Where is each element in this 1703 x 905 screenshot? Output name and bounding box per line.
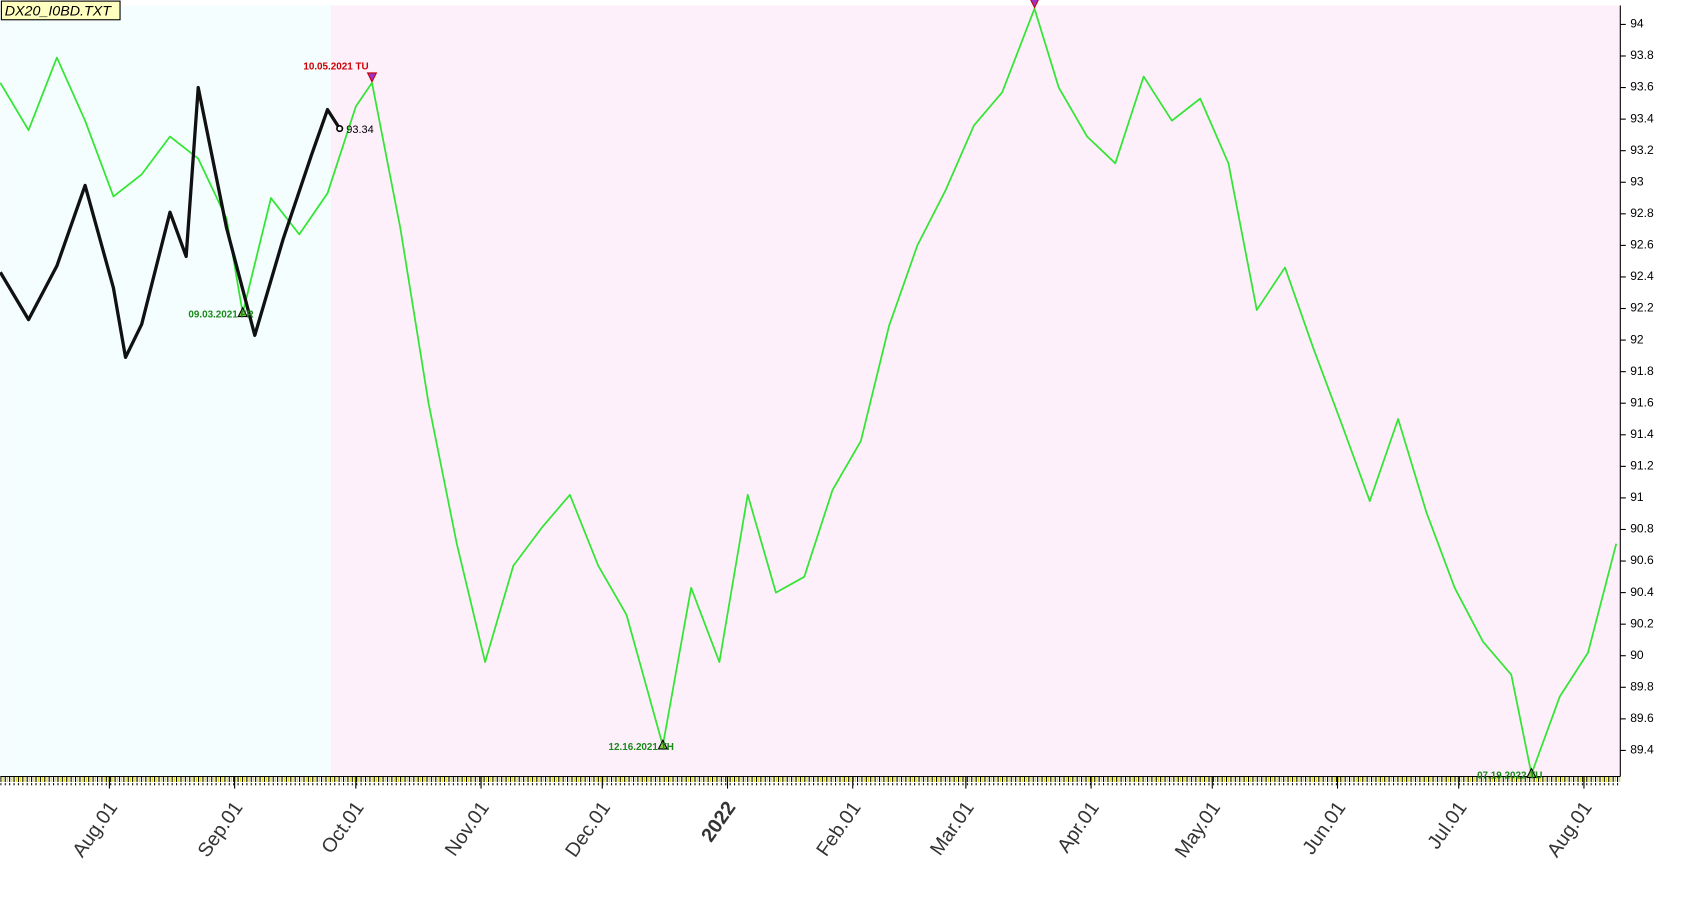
x-tick-label: Nov.01 — [441, 797, 494, 860]
low-marker — [1526, 767, 1537, 778]
y-tick-label: 90.8 — [1630, 522, 1654, 536]
x-tick-label: Dec.01 — [561, 797, 615, 861]
y-tick-label: 89.8 — [1630, 679, 1654, 693]
minor-ticks — [0, 776, 1621, 786]
x-tick-label: Jun.01 — [1298, 797, 1350, 858]
high-marker — [1030, 0, 1039, 9]
y-tick-label: 91.6 — [1630, 395, 1654, 409]
y-tick-label: 91.8 — [1630, 364, 1654, 378]
series-line — [0, 85, 342, 360]
y-tick-label: 90.4 — [1630, 585, 1654, 599]
annotation: 12.16.2021 TH — [608, 742, 673, 753]
annotation: 09.03.2021 FR — [188, 310, 253, 321]
chart-title: DX20_I0BD.TXT — [5, 3, 113, 19]
title-box: DX20_I0BD.TXT — [0, 0, 121, 21]
x-tick-label: Oct.01 — [317, 797, 368, 857]
y-tick-label: 92.8 — [1630, 206, 1654, 220]
x-tick-label: Jul.01 — [1423, 797, 1471, 853]
x-tick-label: Aug.01 — [68, 797, 122, 861]
low-marker — [657, 738, 669, 750]
y-tick-label: 93 — [1630, 174, 1644, 188]
y-tick-label: 90.6 — [1630, 553, 1654, 567]
x-tick-label: May.01 — [1171, 797, 1225, 861]
y-tick-label: 90 — [1630, 648, 1644, 662]
title-frame — [0, 0, 121, 21]
high-marker — [366, 72, 378, 83]
y-tick-label: 89.6 — [1630, 711, 1654, 725]
y-tick-label: 92.2 — [1630, 301, 1654, 315]
x-tick-label: Feb.01 — [812, 797, 865, 860]
last-point — [336, 125, 344, 133]
y-tick-label: 91.2 — [1630, 459, 1654, 473]
history-region — [0, 5, 331, 777]
y-tick-label: 93.4 — [1630, 111, 1654, 125]
y-tick-label: 93.2 — [1630, 143, 1654, 157]
low-marker — [237, 306, 248, 318]
x-tick-label: Aug.01 — [1543, 797, 1597, 861]
last-value-label: 93.34 — [346, 124, 373, 136]
y-tick-label: 93.6 — [1630, 80, 1654, 94]
series-line — [0, 7, 1618, 775]
y-tick-label: 92.6 — [1630, 238, 1654, 252]
forecast-region — [330, 5, 1621, 777]
x-tick-label: Mar.01 — [926, 797, 979, 859]
x-tick-label: Sep.01 — [194, 797, 248, 861]
annotation: 07.19.2022 TU — [1477, 770, 1542, 781]
y-tick-label: 94 — [1630, 17, 1644, 31]
y-tick-label: 91.4 — [1630, 427, 1654, 441]
y-tick-label: 91 — [1630, 490, 1644, 504]
x-tick-label: 2022 — [697, 797, 740, 846]
y-tick-label: 89.4 — [1630, 743, 1654, 757]
y-tick-label: 93.8 — [1630, 48, 1654, 62]
y-tick-label: 90.2 — [1630, 616, 1654, 630]
y-tick-label: 92 — [1630, 332, 1644, 346]
x-tick-label: Apr.01 — [1053, 797, 1104, 856]
y-tick-label: 92.4 — [1630, 269, 1654, 283]
annotation: 10.05.2021 TU — [303, 62, 368, 73]
